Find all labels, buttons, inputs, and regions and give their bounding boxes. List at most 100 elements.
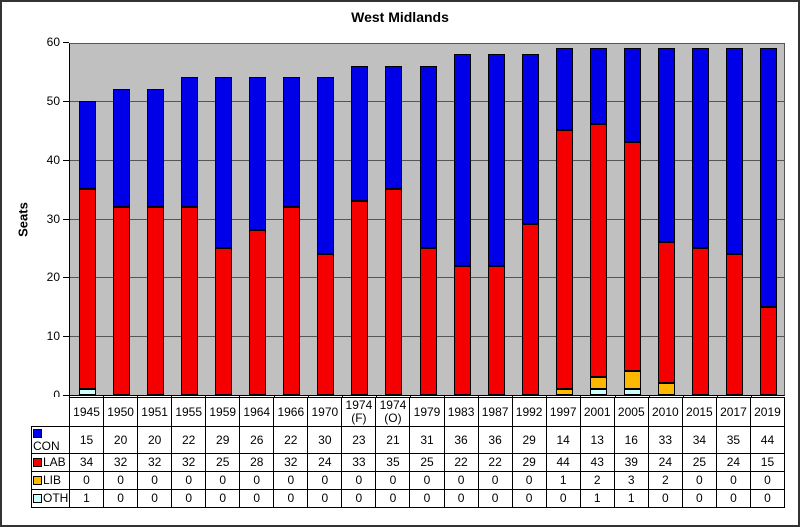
value-cell-OTH: 0 — [205, 489, 241, 508]
legend-label-CON: CON — [33, 439, 60, 453]
value-cell-OTH: 0 — [409, 489, 445, 508]
bar-segment-LAB — [555, 130, 573, 390]
stacked-bar-1959 — [214, 77, 232, 395]
year-cell: 2017 — [715, 397, 751, 427]
legend-swatch-LAB — [33, 458, 42, 467]
value-cell-CON: 20 — [137, 426, 173, 454]
value-cell-OTH: 0 — [239, 489, 275, 508]
value-cell-OTH: 0 — [647, 489, 683, 508]
value-cell-LIB: 0 — [749, 471, 786, 490]
year-cell: 1979 — [409, 397, 445, 427]
value-cell-LAB: 22 — [443, 453, 479, 472]
value-cell-LIB: 0 — [239, 471, 275, 490]
year-cell: 2005 — [613, 397, 649, 427]
year-cell: 1955 — [171, 397, 207, 427]
value-cell-LIB: 0 — [715, 471, 751, 490]
bar-segment-LAB — [589, 124, 607, 378]
stacked-bar-1974F — [351, 65, 369, 395]
series-row-CON: CON 15 20 20 22 29 26 22 30 23 21 31 36 36 29 14 13 16 33 3… — [31, 426, 786, 454]
bar-segment-CON — [78, 100, 96, 190]
value-cell-CON: 22 — [171, 426, 207, 454]
stacked-bar-2001 — [589, 47, 607, 395]
value-cell-LIB: 0 — [477, 471, 513, 490]
value-cell-LIB: 3 — [613, 471, 649, 490]
value-cell-CON: 36 — [443, 426, 479, 454]
year-cell: 1966 — [273, 397, 309, 427]
stacked-bar-1974O — [385, 65, 403, 395]
value-cell-OTH: 1 — [579, 489, 615, 508]
year-cell: 1959 — [205, 397, 241, 427]
stacked-bar-1951 — [146, 89, 164, 395]
stacked-bar-1970 — [317, 77, 335, 395]
value-cell-CON: 29 — [511, 426, 547, 454]
bar-segment-OTH — [624, 389, 642, 395]
bar-segment-CON — [487, 53, 505, 266]
year-cell: 1950 — [103, 397, 139, 427]
year-cell: 1974 (F) — [341, 397, 377, 427]
bar-segment-LAB — [726, 253, 744, 395]
value-cell-OTH: 0 — [171, 489, 207, 508]
bar-segment-CON — [249, 77, 267, 231]
value-cell-LAB: 35 — [375, 453, 411, 472]
value-cell-LAB: 24 — [715, 453, 751, 472]
legend-cell-LAB: LAB — [31, 453, 70, 472]
value-cell-CON: 31 — [409, 426, 445, 454]
value-cell-LIB: 0 — [681, 471, 717, 490]
bar-segment-LIB — [589, 377, 607, 390]
bar-segment-LIB — [624, 371, 642, 390]
value-cell-LAB: 24 — [307, 453, 343, 472]
year-cell: 1970 — [307, 397, 343, 427]
y-tick-label-30: 30 — [46, 211, 60, 226]
bar-segment-LAB — [521, 224, 539, 395]
bar-segment-OTH — [78, 389, 96, 395]
chart-title: West Midlands — [351, 9, 449, 25]
value-cell-OTH: 0 — [681, 489, 717, 508]
value-cell-CON: 13 — [579, 426, 615, 454]
legend-cell-LIB: LIB — [31, 471, 70, 490]
value-cell-LAB: 29 — [511, 453, 547, 472]
bar-segment-LIB — [555, 389, 573, 395]
year-cell: 1997 — [545, 397, 581, 427]
bar-segment-LAB — [692, 247, 710, 395]
y-tick-mark-60 — [63, 42, 69, 43]
bar-segment-LAB — [385, 189, 403, 395]
value-cell-OTH: 1 — [68, 489, 105, 508]
value-cell-LAB: 25 — [205, 453, 241, 472]
bar-segment-LAB — [214, 247, 232, 395]
value-cell-LIB: 0 — [409, 471, 445, 490]
year-cell: 2010 — [647, 397, 683, 427]
stacked-bar-1966 — [283, 77, 301, 395]
value-cell-LAB: 25 — [681, 453, 717, 472]
value-cell-LIB: 0 — [68, 471, 105, 490]
legend-label-LAB: LAB — [43, 455, 66, 469]
series-row-LAB: LAB 34 32 32 32 25 28 32 24 33 35 25 22 22 29 44 43 39 24 2… — [31, 453, 786, 472]
bar-segment-OTH — [589, 389, 607, 395]
value-cell-OTH: 0 — [511, 489, 547, 508]
year-cell: 1992 — [511, 397, 547, 427]
bar-segment-CON — [726, 47, 744, 254]
y-tick-mark-20 — [63, 277, 69, 279]
bar-segment-LAB — [453, 265, 471, 395]
value-cell-CON: 21 — [375, 426, 411, 454]
legend-cell-CON: CON — [31, 426, 70, 454]
y-tick-mark-0 — [63, 395, 69, 396]
value-cell-LIB: 0 — [103, 471, 139, 490]
y-tick-label-40: 40 — [46, 152, 60, 167]
value-cell-LAB: 43 — [579, 453, 615, 472]
bar-segment-LAB — [487, 265, 505, 395]
value-cell-OTH: 1 — [613, 489, 649, 508]
value-cell-LAB: 25 — [409, 453, 445, 472]
legend-swatch-OTH — [33, 494, 42, 503]
value-cell-CON: 35 — [715, 426, 751, 454]
bar-segment-LAB — [317, 253, 335, 395]
year-cell: 1945 — [68, 397, 105, 427]
legend-swatch-CON — [33, 429, 42, 438]
series-row-LIB: LIB 0 0 0 0 0 0 0 0 0 0 0 0 0 0 1 2 3 2 0 0 0 — [31, 471, 786, 490]
value-cell-OTH: 0 — [715, 489, 751, 508]
legend-label-OTH: OTH — [43, 491, 69, 505]
bar-segment-LAB — [180, 206, 198, 395]
value-cell-LIB: 2 — [579, 471, 615, 490]
bar-segment-LAB — [351, 200, 369, 395]
y-tick-label-50: 50 — [46, 93, 60, 108]
